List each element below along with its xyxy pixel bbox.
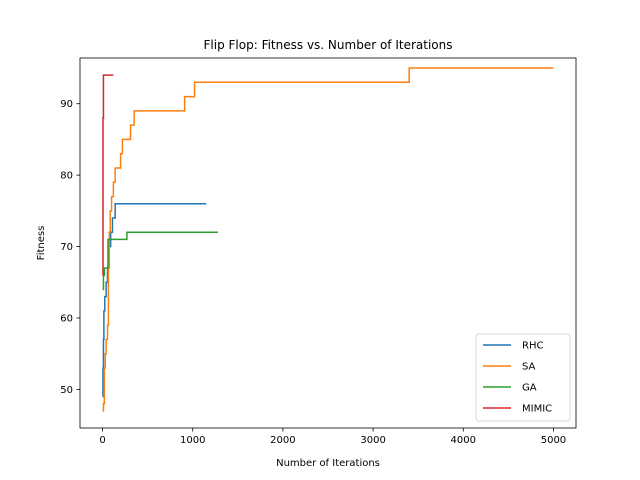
x-tick-label: 1000 (180, 435, 205, 446)
series-layer (102, 67, 554, 412)
series-line-mimic (102, 74, 114, 276)
legend-label-ga: GA (522, 383, 537, 394)
y-tick-label: 60 (60, 314, 73, 325)
y-tick-label: 50 (60, 385, 73, 396)
x-tick-label: 3000 (360, 435, 385, 446)
legend-label-rhc: RHC (522, 341, 543, 352)
x-axis: 0 1000 2000 3000 4000 5000 (99, 428, 566, 446)
series-line-rhc (102, 202, 207, 398)
chart-title: Flip Flop: Fitness vs. Number of Iterati… (204, 38, 453, 52)
plot-frame (79, 57, 577, 429)
y-tick-label: 90 (60, 99, 73, 110)
x-tick-label: 0 (99, 435, 105, 446)
x-axis-label: Number of Iterations (276, 458, 380, 469)
legend-box (475, 333, 571, 422)
y-axis-label: Fitness (36, 226, 47, 261)
y-tick-label: 70 (60, 242, 73, 253)
legend-label-sa: SA (522, 362, 536, 373)
x-tick-label: 4000 (451, 435, 476, 446)
x-tick-label: 2000 (270, 435, 295, 446)
y-axis: 50 60 70 80 90 (60, 99, 80, 396)
legend: RHC SA GA MIMIC (475, 333, 571, 422)
legend-label-mimic: MIMIC (522, 404, 552, 415)
y-tick-label: 80 (60, 171, 73, 182)
series-line-ga (102, 231, 218, 291)
x-tick-label: 5000 (541, 435, 566, 446)
series-line-sa (102, 67, 554, 412)
